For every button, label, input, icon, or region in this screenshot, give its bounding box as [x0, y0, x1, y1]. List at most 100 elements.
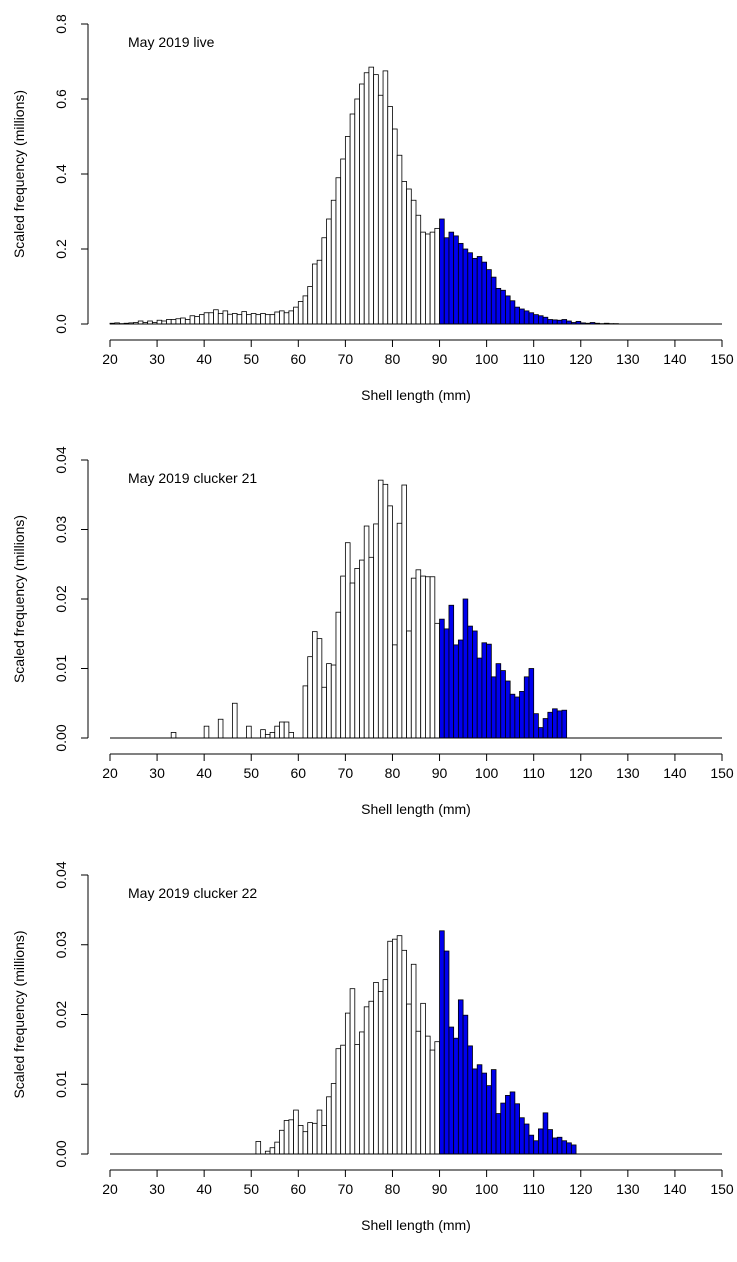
panel-label: May 2019 clucker 22: [128, 885, 257, 901]
bar: [481, 642, 488, 739]
bar: [392, 128, 398, 325]
bar: [279, 721, 285, 739]
bar: [321, 237, 327, 325]
bar: [269, 1147, 276, 1155]
panel-label: May 2019 clucker 21: [128, 470, 257, 486]
bar: [316, 638, 323, 739]
bar: [293, 306, 299, 325]
y-tick-label: 0.01: [53, 655, 69, 682]
bar: [556, 1136, 563, 1155]
x-tick-label: 110: [523, 765, 546, 781]
x-tick-label: 50: [243, 1181, 259, 1197]
y-axis-title: Scaled frequency (millions): [11, 930, 27, 1098]
bar: [368, 556, 375, 739]
bar: [505, 680, 511, 739]
y-tick-label: 0.03: [53, 931, 69, 958]
bar: [547, 1129, 553, 1155]
x-tick-label: 100: [475, 765, 499, 781]
x-tick-label: 100: [475, 351, 499, 367]
x-axis-title: Shell length (mm): [361, 1217, 471, 1233]
bar: [387, 940, 393, 1155]
bar: [406, 1003, 412, 1155]
bar: [382, 70, 389, 325]
x-tick-label: 40: [196, 351, 212, 367]
bar: [274, 1141, 280, 1155]
bar: [396, 154, 403, 325]
bar: [401, 484, 407, 739]
bar: [175, 318, 182, 325]
bar: [213, 309, 219, 325]
bar: [486, 269, 492, 325]
bar: [330, 664, 337, 739]
y-tick-label: 0.8: [53, 14, 69, 34]
bar: [349, 988, 356, 1155]
x-axis: 20 30 40 50 60 70 80 90 100 110 120 130 140 150: [102, 753, 734, 781]
bar: [523, 1123, 530, 1155]
x-axis: 20 30 40 50 60 70 80 90 100 110 120 130 140 150: [102, 1169, 734, 1197]
x-tick-label: 70: [338, 765, 354, 781]
bar: [368, 66, 375, 325]
x-axis-title: Shell length (mm): [361, 387, 471, 403]
bar: [156, 319, 163, 325]
bar: [344, 136, 351, 325]
bar: [429, 1049, 436, 1155]
bar: [406, 188, 412, 325]
bar: [439, 930, 445, 1155]
y-tick-label: 0.02: [53, 585, 69, 612]
x-tick-label: 20: [102, 1181, 118, 1197]
bar: [363, 1006, 370, 1155]
bar: [415, 569, 422, 739]
y-tick-label: 0.00: [53, 1140, 69, 1167]
bar: [283, 1120, 290, 1155]
bar: [472, 1068, 478, 1155]
bar: [533, 713, 539, 739]
x-tick-label: 40: [196, 1181, 212, 1197]
bar: [462, 598, 469, 739]
bar: [396, 522, 403, 739]
bar: [443, 950, 450, 1155]
bar: [283, 721, 290, 739]
bar: [519, 1117, 525, 1155]
bar: [533, 314, 539, 325]
bar: [321, 686, 327, 739]
bar: [542, 1112, 549, 1155]
bars: [109, 66, 619, 325]
bar: [260, 729, 266, 739]
bar: [279, 1129, 285, 1155]
bars: [170, 479, 568, 739]
bar: [490, 1069, 497, 1155]
bar: [453, 644, 459, 739]
bar: [293, 1109, 299, 1155]
y-tick-label: 0.6: [53, 89, 69, 109]
x-axis: 20 30 40 50 60 70 80 90 100 110 120 130 140 150: [102, 339, 734, 367]
bar: [500, 289, 506, 325]
x-tick-label: 50: [243, 765, 259, 781]
bar: [425, 233, 431, 325]
bar: [363, 72, 370, 325]
bar: [354, 1044, 360, 1155]
bar: [453, 235, 459, 325]
bar: [326, 1096, 332, 1155]
bar: [227, 313, 233, 325]
bar: [434, 1041, 440, 1155]
bar: [439, 218, 445, 325]
x-tick-label: 20: [102, 765, 118, 781]
bar: [566, 1142, 572, 1155]
x-tick-label: 40: [196, 765, 212, 781]
bar: [166, 319, 172, 325]
y-axis: 0.00 0.01 0.02 0.03 0.04: [53, 446, 89, 752]
bar: [203, 312, 210, 325]
bar: [359, 559, 365, 739]
bar: [542, 718, 549, 739]
bar: [538, 727, 544, 739]
bar: [170, 319, 177, 325]
bar: [481, 1072, 488, 1155]
bar: [401, 181, 407, 325]
bar: [410, 577, 417, 739]
bar: [495, 663, 502, 739]
bar: [264, 314, 271, 325]
x-tick-label: 150: [710, 1181, 734, 1197]
x-tick-label: 130: [616, 1181, 640, 1197]
bar: [316, 1109, 323, 1155]
x-tick-label: 70: [338, 351, 354, 367]
